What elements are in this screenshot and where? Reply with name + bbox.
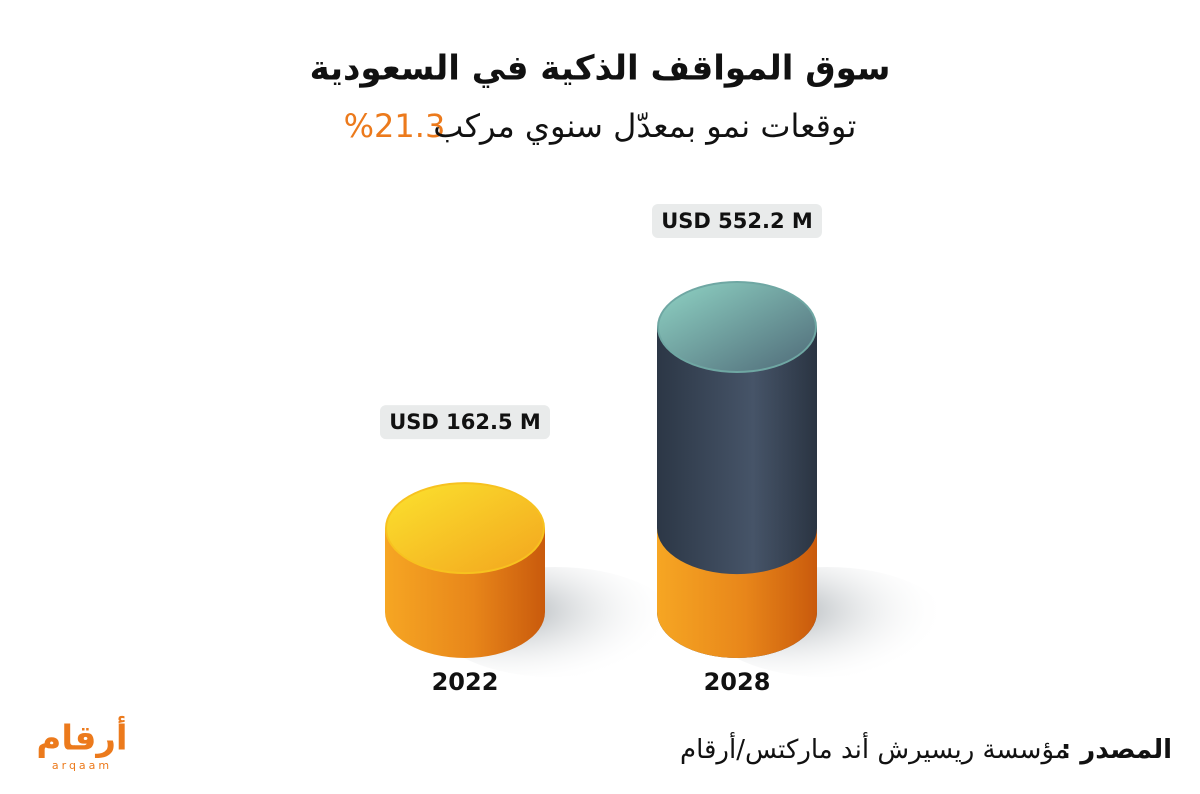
subtitle-highlight: 21.3% [344, 107, 446, 145]
source-text: مؤسسة ريسيرش أند ماركتس/أرقام [680, 731, 1069, 765]
value-label-bg [652, 204, 822, 238]
source-label: المصدر : [1061, 735, 1172, 765]
logo: أرقام [36, 716, 127, 759]
chart-title: سوق المواقف الذكية في السعودية [310, 49, 891, 89]
value-label: USD 162.5 M [389, 410, 541, 434]
logo-latin: arqaam [52, 759, 112, 772]
x-tick-label: 2028 [704, 668, 771, 696]
band-top-curve [657, 527, 817, 575]
x-tick-label: 2022 [432, 668, 499, 696]
source: المصدر :مؤسسة ريسيرش أند ماركتس/أرقام [680, 731, 1172, 765]
value-label-bg [380, 405, 550, 440]
value-label: USD 552.2 M [661, 209, 813, 233]
subtitle-text: توقعات نمو بمعدّل سنوي مركب [433, 107, 856, 145]
chart-subtitle: توقعات نمو بمعدّل سنوي مركب21.3% [344, 107, 857, 145]
cylinder-top [387, 484, 543, 573]
cylinder-top [659, 283, 815, 371]
plot: USD 162.5 M 2022 USD 552.2 M 2028 [380, 204, 947, 696]
